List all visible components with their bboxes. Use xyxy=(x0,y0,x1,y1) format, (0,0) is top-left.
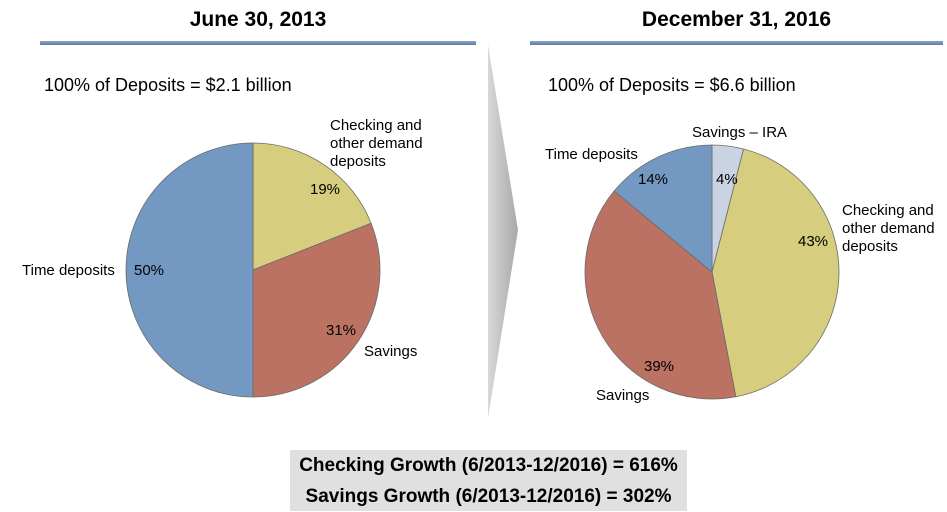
pie-slice-savings xyxy=(584,190,737,400)
left-label-time: Time deposits xyxy=(22,262,115,279)
right-pct-ira: 4% xyxy=(716,171,738,188)
left-pct-checking: 19% xyxy=(310,181,341,198)
transition-arrow xyxy=(488,45,518,418)
pie-slice-time-deposits xyxy=(125,142,254,398)
left-title-rule xyxy=(40,41,476,45)
right-label-savings: Savings xyxy=(596,387,650,404)
right-pct-time: 14% xyxy=(638,171,669,188)
growth-summary: Checking Growth (6/2013-12/2016) = 616% … xyxy=(290,450,687,511)
savings-growth: Savings Growth (6/2013-12/2016) = 302% xyxy=(305,486,672,507)
right-pct-checking: 43% xyxy=(798,233,829,250)
left-subtitle: 100% of Deposits = $2.1 billion xyxy=(44,75,292,95)
right-pie xyxy=(584,144,840,400)
pie-slice-time-deposits xyxy=(613,144,713,273)
label-line: Checking and xyxy=(330,117,422,134)
left-label-checking: Checking and other demand deposits xyxy=(330,117,423,171)
pie-slice-savings xyxy=(252,222,381,398)
pie-slice-checking-and-other-demand-deposits xyxy=(711,148,840,398)
left-pct-time: 50% xyxy=(134,262,165,279)
right-label-time: Time deposits xyxy=(545,146,638,163)
label-line: other demand xyxy=(330,135,423,152)
pie-slice-checking-and-other-demand-deposits xyxy=(252,142,372,271)
right-subtitle: 100% of Deposits = $6.6 billion xyxy=(548,75,796,95)
right-title-rule xyxy=(530,41,943,45)
left-pct-savings: 31% xyxy=(326,322,357,339)
left-chart-title: June 30, 2013 xyxy=(189,8,327,31)
left-label-savings: Savings xyxy=(364,343,418,360)
right-label-checking: Checking and other demand deposits xyxy=(842,202,935,256)
left-pie xyxy=(125,142,381,398)
label-line: deposits xyxy=(330,153,386,170)
label-line: Checking and xyxy=(842,202,934,219)
label-line: deposits xyxy=(842,238,898,255)
right-label-ira: Savings – IRA xyxy=(692,124,788,141)
right-pct-savings: 39% xyxy=(644,358,675,375)
right-chart-title: December 31, 2016 xyxy=(641,8,832,31)
checking-growth: Checking Growth (6/2013-12/2016) = 616% xyxy=(299,455,678,476)
label-line: other demand xyxy=(842,220,935,237)
